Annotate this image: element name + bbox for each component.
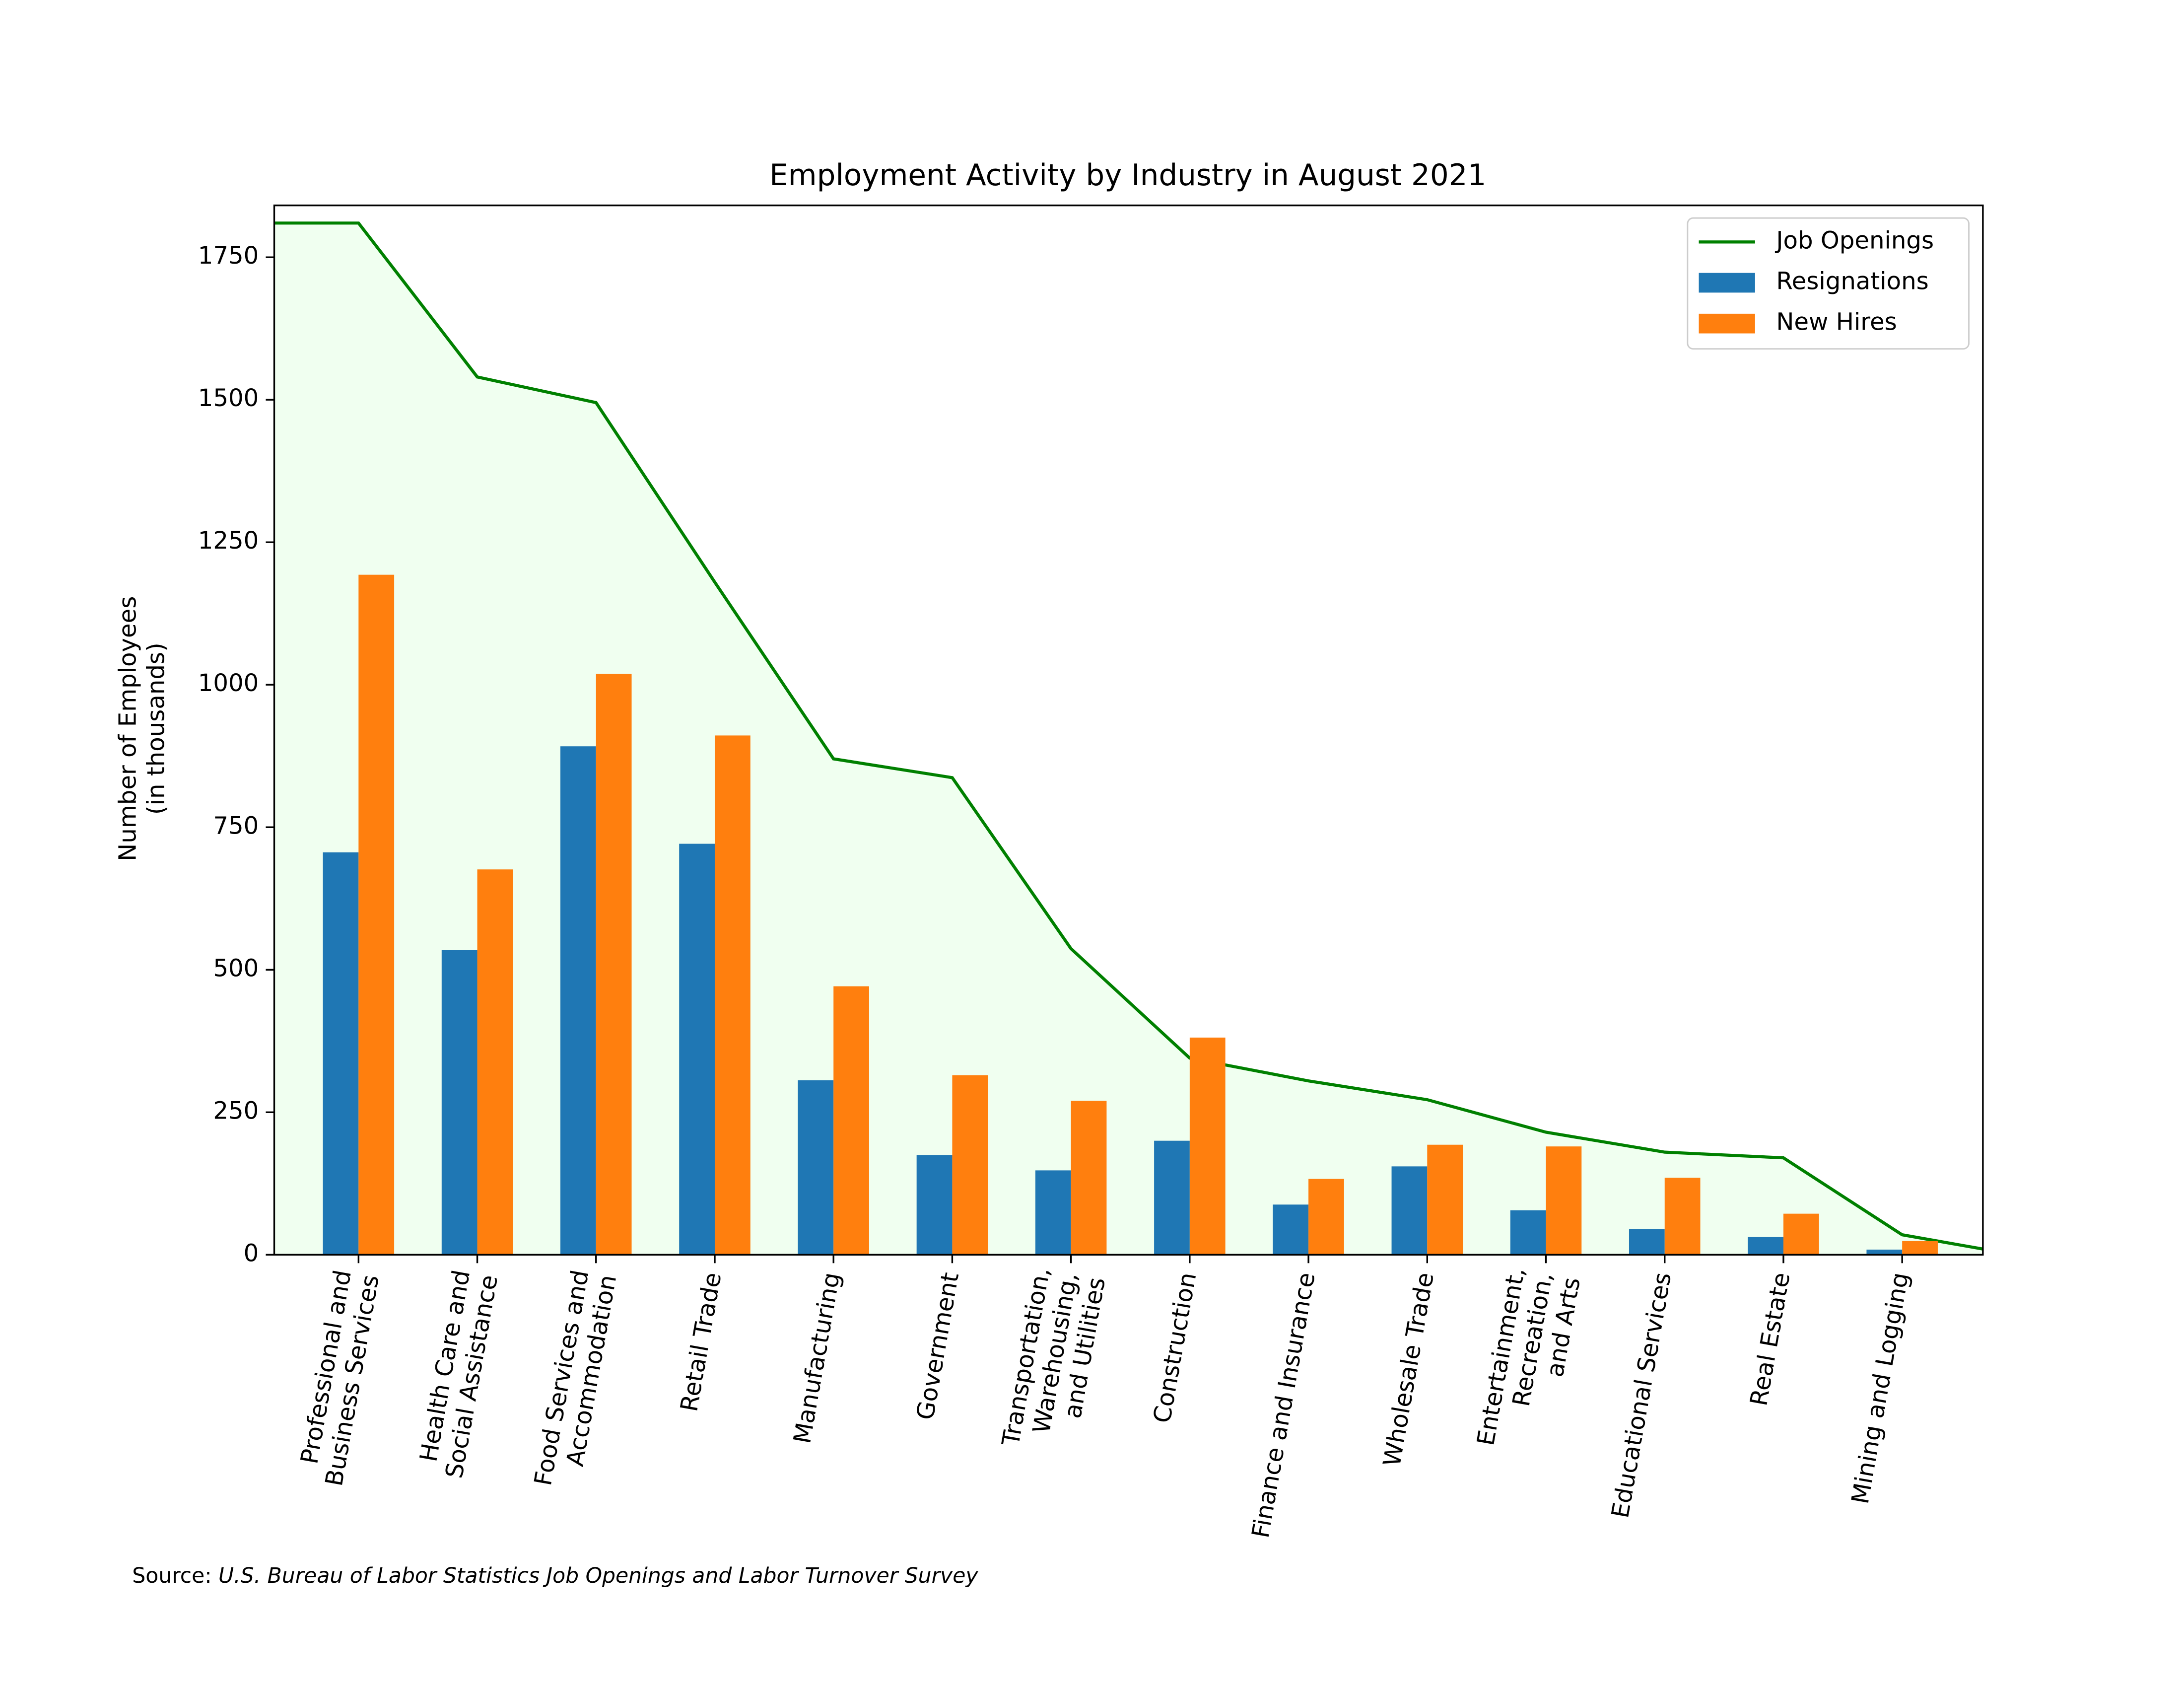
bar	[1510, 1210, 1546, 1255]
bar	[477, 869, 513, 1255]
bar	[1154, 1140, 1190, 1255]
bar	[1902, 1241, 1938, 1255]
bar	[1664, 1178, 1701, 1255]
chart-title: Employment Activity by Industry in Augus…	[769, 158, 1486, 193]
bar	[1629, 1229, 1665, 1255]
bar	[798, 1080, 834, 1255]
bar	[679, 844, 715, 1255]
y-tick-label: 0	[244, 1239, 259, 1267]
bar	[1308, 1179, 1344, 1255]
y-tick-label: 1500	[198, 384, 259, 412]
bar	[1748, 1237, 1783, 1255]
y-tick-label: 500	[213, 954, 259, 982]
bar	[916, 1155, 953, 1255]
bar	[560, 746, 596, 1255]
bar	[441, 950, 478, 1255]
source-text: U.S. Bureau of Labor Statistics Job Open…	[218, 1564, 978, 1588]
bar	[596, 674, 632, 1255]
y-tick-label: 1000	[198, 669, 259, 697]
bar	[358, 574, 395, 1255]
legend-box	[1687, 217, 1970, 350]
bar	[1391, 1166, 1428, 1255]
bar	[1546, 1146, 1582, 1255]
legend-label: Job Openings	[1774, 226, 1934, 254]
legend-label: Resignations	[1776, 268, 1928, 295]
line	[274, 221, 1983, 1251]
x-tick-label: Transportation,Warehousing,and Utilities	[997, 1266, 1111, 1458]
source-label: Source:	[132, 1564, 211, 1588]
y-axis-label: Number of Employees(in thousands)	[114, 596, 170, 861]
axes-frame	[273, 205, 1984, 1256]
bar	[323, 852, 359, 1255]
legend-swatch	[1699, 313, 1755, 334]
bar	[1035, 1170, 1071, 1255]
bar	[1866, 1249, 1903, 1255]
bar	[714, 735, 751, 1255]
bar	[1071, 1101, 1107, 1255]
y-tick-label: 250	[213, 1097, 259, 1125]
bar	[1427, 1144, 1463, 1255]
bar	[1189, 1037, 1226, 1255]
bar	[952, 1075, 988, 1255]
legend-swatch	[1699, 273, 1755, 293]
bar	[1783, 1213, 1819, 1255]
bar	[1273, 1204, 1309, 1255]
y-tick-label: 1250	[198, 527, 259, 555]
bar	[833, 986, 869, 1255]
legend: Job Openings Resignations New Hires	[1687, 217, 1970, 350]
y-tick-label: 750	[213, 812, 259, 840]
legend-label: New Hires	[1776, 308, 1897, 336]
source: Source: U.S. Bureau of Labor Statistics …	[132, 1564, 978, 1588]
y-tick-label: 1750	[198, 242, 259, 270]
